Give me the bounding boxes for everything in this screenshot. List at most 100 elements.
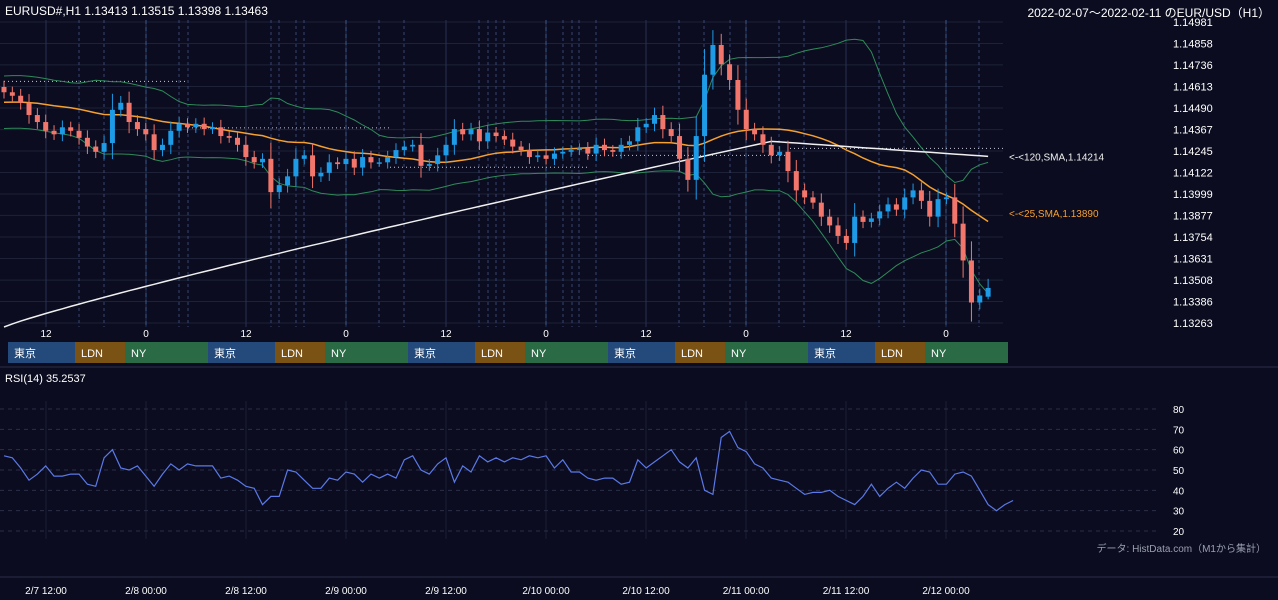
bull-candle [910, 190, 916, 198]
date-tick-label: 2/9 12:00 [425, 586, 467, 597]
session-label: 東京 [214, 346, 236, 360]
rsi-tick-label: 50 [1173, 466, 1185, 477]
chart-range-title: 2022-02-07～2022-02-11 のEUR/USD（H1） [1027, 6, 1270, 20]
bull-candle [385, 157, 391, 163]
bull-candle [560, 151, 566, 154]
bollinger-lower [3, 127, 989, 294]
bear-candle [151, 134, 157, 151]
date-tick-label: 2/10 00:00 [522, 586, 570, 597]
bull-candle [435, 155, 441, 165]
bull-candle [652, 115, 658, 124]
bear-candle [93, 146, 99, 152]
hour-tick-label: 12 [240, 329, 252, 340]
bear-candle [526, 150, 532, 158]
session-bars: 東京 LDN NY 東京 LDN NY 東京 LDN NY 東京 LDN NY 東京 LDN NY [8, 342, 1008, 363]
bear-candle [418, 144, 424, 166]
bear-candle [9, 92, 15, 96]
bollinger-bands [3, 38, 989, 294]
bull-candle [535, 155, 541, 158]
bear-candle [351, 158, 357, 168]
bear-candle [501, 136, 507, 140]
session-label: LDN [681, 348, 703, 360]
bear-candle [827, 216, 833, 226]
date-tick-label: 2/12 00:00 [922, 586, 970, 597]
bull-candle [627, 141, 632, 145]
session-label: NY [731, 348, 747, 360]
bear-candle [668, 129, 674, 137]
bull-candle [593, 144, 599, 154]
bear-candle [743, 109, 749, 130]
session-label: NY [331, 348, 347, 360]
bear-candle [760, 134, 766, 145]
bear-candle [310, 155, 316, 177]
hour-tick-label: 12 [640, 329, 652, 340]
bear-candle [143, 129, 149, 135]
bull-candle [301, 155, 307, 159]
price-axis: 1.14981 1.14858 1.14736 1.14613 1.14490 1.143… [1173, 17, 1213, 330]
bollinger-upper [3, 38, 989, 184]
bull-candle [702, 74, 708, 137]
bear-candle [793, 171, 799, 191]
session-label: 東京 [414, 346, 436, 360]
bull-candle [168, 130, 174, 145]
bear-candle [43, 122, 49, 131]
bear-candle [585, 148, 591, 154]
date-tick-label: 2/9 00:00 [325, 586, 367, 597]
session-block [725, 342, 808, 363]
bear-candle [184, 123, 190, 128]
bear-candle [843, 235, 849, 243]
bull-candle [343, 158, 349, 165]
bull-candle [59, 127, 65, 135]
rsi-tick-label: 60 [1173, 446, 1185, 457]
session-block [275, 342, 325, 363]
price-tick-label: 1.14736 [1173, 60, 1213, 72]
price-tick-label: 1.13508 [1173, 275, 1213, 287]
hour-tick-label: 0 [343, 329, 349, 340]
bear-candle [718, 44, 724, 65]
rsi-tick-label: 80 [1173, 405, 1185, 416]
bull-candle [376, 162, 382, 164]
bull-candle [485, 132, 491, 142]
bear-candle [335, 162, 341, 165]
bear-candle [243, 144, 249, 158]
price-tick-label: 1.13999 [1173, 189, 1213, 201]
price-tick-label: 1.14981 [1173, 17, 1213, 29]
bull-candle [326, 162, 332, 173]
session-block [675, 342, 725, 363]
bear-candle [543, 155, 549, 159]
bear-candle [76, 130, 82, 138]
bull-candle [935, 199, 941, 217]
bull-candle [443, 144, 449, 156]
candlestick-series [1, 30, 991, 322]
date-tick-label: 2/11 00:00 [723, 586, 770, 597]
bear-candle [660, 115, 666, 130]
bear-candle [735, 79, 741, 110]
bull-candle [210, 127, 215, 130]
hour-tick-label: 0 [543, 329, 549, 340]
session-label: 東京 [614, 346, 636, 360]
hour-tick-label: 12 [40, 329, 52, 340]
bull-candle [451, 129, 457, 145]
bear-candle [810, 197, 816, 203]
price-tick-label: 1.13263 [1173, 318, 1213, 330]
bull-candle [977, 295, 983, 303]
bear-candle [460, 129, 466, 135]
hour-axis: 12 0 12 0 12 0 12 0 12 0 [40, 329, 949, 340]
price-tick-label: 1.13386 [1173, 296, 1213, 308]
bull-candle [468, 129, 474, 135]
price-tick-label: 1.14367 [1173, 125, 1213, 137]
session-block [875, 342, 925, 363]
bull-candle [693, 136, 699, 180]
session-label: LDN [881, 348, 903, 360]
bear-candle [677, 136, 683, 159]
bear-candle [752, 129, 758, 135]
bear-candle [785, 151, 791, 172]
session-label: LDN [81, 348, 103, 360]
session-block [8, 342, 75, 363]
bear-candle [476, 129, 482, 142]
session-label: LDN [281, 348, 303, 360]
bear-candle [518, 146, 524, 151]
bull-candle [285, 176, 291, 186]
grid-layer [0, 20, 1003, 539]
